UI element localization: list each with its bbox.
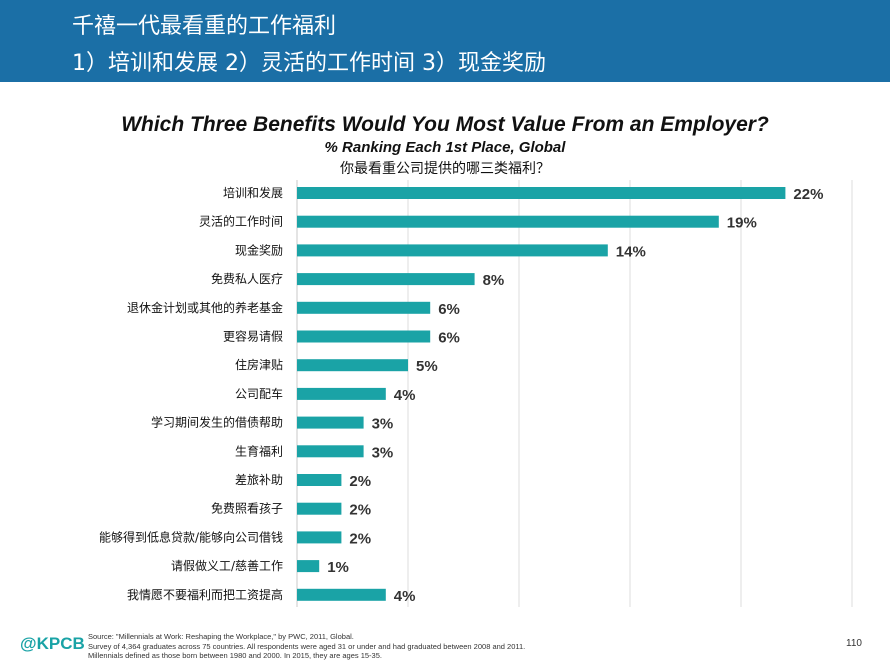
- category-label: 请假做义工/慈善工作: [171, 558, 283, 573]
- category-label: 免费私人医疗: [211, 271, 283, 286]
- value-label: 14%: [616, 243, 646, 260]
- category-label: 培训和发展: [223, 185, 283, 200]
- value-label: 6%: [438, 330, 460, 347]
- bar: [297, 387, 386, 400]
- value-label: 2%: [349, 473, 371, 490]
- bar: [297, 416, 364, 429]
- source-line: Source: "Millennials at Work: Reshaping …: [88, 632, 354, 641]
- slide-subtitle: 1）培训和发展 2）灵活的工作时间 3）现金奖励: [72, 51, 546, 76]
- value-label: 4%: [394, 588, 416, 605]
- source-note: Source: "Millennials at Work: Reshaping …: [88, 632, 788, 661]
- bar: [297, 445, 364, 458]
- value-label: 3%: [372, 416, 394, 433]
- chart-subtitle: % Ranking Each 1st Place, Global: [324, 139, 566, 156]
- value-label: 8%: [483, 272, 505, 289]
- category-label: 能够得到低息贷款/能够向公司借钱: [99, 529, 283, 544]
- category-label: 生育福利: [235, 443, 283, 458]
- value-label: 6%: [438, 301, 460, 318]
- value-label: 5%: [416, 358, 438, 375]
- bar: [297, 330, 431, 343]
- bar: [297, 187, 786, 199]
- category-label: 我情愿不要福利而把工资提高: [127, 587, 283, 602]
- value-label: 2%: [349, 502, 371, 519]
- bar: [297, 215, 719, 228]
- value-label: 2%: [349, 530, 371, 547]
- header-banner: 千禧一代最看重的工作福利 1）培训和发展 2）灵活的工作时间 3）现金奖励: [0, 0, 890, 82]
- value-label: 4%: [394, 387, 416, 404]
- category-label: 免费照看孩子: [211, 501, 283, 516]
- bar: [297, 474, 342, 486]
- kpcb-logo: @KPCB: [20, 634, 85, 653]
- source-line: Survey of 4,364 graduates across 75 coun…: [88, 641, 526, 651]
- category-label: 学习期间发生的借债帮助: [151, 415, 283, 430]
- bar: [297, 502, 342, 515]
- category-label: 差旅补助: [235, 473, 283, 487]
- chart-title: Which Three Benefits Would You Most Valu…: [121, 113, 769, 136]
- bar: [297, 531, 342, 544]
- category-label: 住房津贴: [235, 357, 283, 372]
- bar: [297, 588, 386, 601]
- chart-subtitle-cn: 你最看重公司提供的哪三类福利？: [340, 161, 550, 177]
- bar: [297, 301, 431, 314]
- category-label: 退休金计划或其他的养老基金: [127, 300, 283, 315]
- value-label: 19%: [727, 215, 757, 232]
- page-number: 110: [846, 638, 862, 649]
- category-label: 更容易请假: [223, 329, 283, 344]
- slide-title: 千禧一代最看重的工作福利: [72, 14, 337, 39]
- category-label: 公司配车: [235, 386, 283, 401]
- bar: [297, 560, 320, 573]
- category-label: 灵活的工作时间: [199, 214, 283, 229]
- value-label: 22%: [793, 186, 823, 203]
- source-line: Millennials defined as those born betwee…: [88, 651, 382, 660]
- category-label: 现金奖励: [235, 242, 283, 257]
- value-label: 3%: [372, 444, 394, 461]
- bar: [297, 244, 608, 257]
- value-label: 1%: [327, 559, 349, 576]
- bar: [297, 359, 408, 372]
- bar: [297, 273, 475, 286]
